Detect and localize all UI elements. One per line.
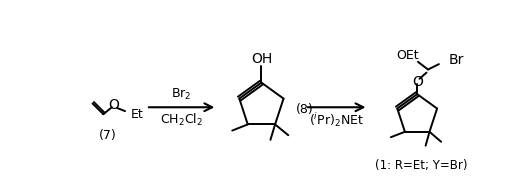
Text: O: O [412,75,423,89]
Text: Br$_2$: Br$_2$ [171,87,192,102]
Text: CH$_2$Cl$_2$: CH$_2$Cl$_2$ [160,111,203,128]
Text: (7): (7) [99,129,117,142]
Text: O: O [109,98,120,112]
Text: Br: Br [448,52,463,67]
Text: Et: Et [131,108,144,121]
Text: (1: R=Et; Y=Br): (1: R=Et; Y=Br) [375,158,467,171]
Text: OEt: OEt [397,49,419,62]
Text: (8): (8) [296,103,314,116]
Text: OH: OH [251,52,272,66]
Text: ($^i$Pr)$_2$NEt: ($^i$Pr)$_2$NEt [309,111,364,129]
